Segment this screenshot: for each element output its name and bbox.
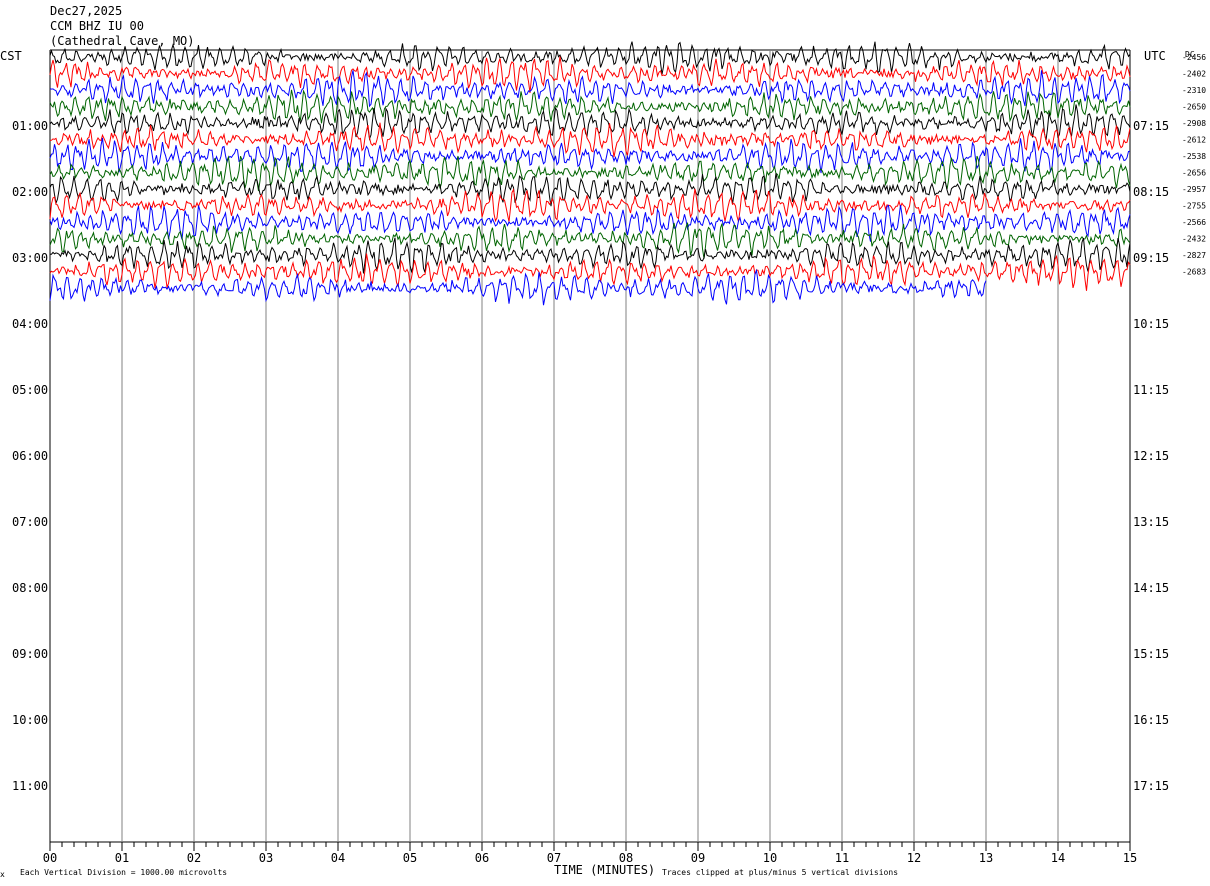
left-hour-label: 02:00 xyxy=(12,185,48,199)
x-tick-label: 01 xyxy=(115,851,129,865)
corner-mark: x xyxy=(0,870,5,879)
date-label: Dec27,2025 xyxy=(50,4,123,18)
seismic-trace xyxy=(49,56,1131,94)
seismic-trace xyxy=(49,104,1131,141)
left-hour-label: 06:00 xyxy=(12,449,48,463)
seismic-trace xyxy=(49,155,1131,192)
x-axis-title: TIME (MINUTES) xyxy=(554,863,656,877)
seismic-trace xyxy=(49,122,1131,158)
dc-offset-label: -2612 xyxy=(1182,136,1206,145)
seismic-trace xyxy=(49,188,1131,223)
right-hour-label: 07:15 xyxy=(1133,119,1169,133)
dc-offset-label: -2957 xyxy=(1182,185,1206,194)
left-hour-label: 03:00 xyxy=(12,251,48,265)
dc-offset-label: -2755 xyxy=(1182,202,1206,211)
x-tick-label: 06 xyxy=(475,851,489,865)
left-hour-label: 11:00 xyxy=(12,779,48,793)
x-tick-label: 05 xyxy=(403,851,417,865)
x-tick-label: 11 xyxy=(835,851,849,865)
clip-note: Traces clipped at plus/minus 5 vertical … xyxy=(662,868,899,877)
right-hour-label: 14:15 xyxy=(1133,581,1169,595)
left-hour-label: 10:00 xyxy=(12,713,48,727)
seismic-trace xyxy=(49,89,1131,124)
left-hour-label: 09:00 xyxy=(12,647,48,661)
seismic-trace xyxy=(49,70,1131,108)
seismic-trace xyxy=(49,222,1131,259)
right-timezone-label: UTC xyxy=(1144,49,1166,63)
right-hour-label: 08:15 xyxy=(1133,185,1169,199)
scale-note: Each Vertical Division = 1000.00 microvo… xyxy=(20,868,228,877)
seismic-trace xyxy=(49,137,1131,174)
right-hour-label: 16:15 xyxy=(1133,713,1169,727)
x-tick-label: 10 xyxy=(763,851,777,865)
seismic-trace xyxy=(49,41,1131,75)
dc-offset-label: -2402 xyxy=(1182,70,1206,79)
dc-offset-label: -2683 xyxy=(1182,268,1206,277)
x-tick-label: 14 xyxy=(1051,851,1065,865)
dc-offset-label: -2656 xyxy=(1182,169,1206,178)
dc-offset-label: -2908 xyxy=(1182,119,1206,128)
dc-header-label: DC xyxy=(1185,50,1195,59)
x-tick-label: 04 xyxy=(331,851,345,865)
dc-offset-label: -2538 xyxy=(1182,152,1206,161)
x-tick-label: 12 xyxy=(907,851,921,865)
dc-offset-label: -2310 xyxy=(1182,86,1206,95)
seismic-trace xyxy=(49,268,987,306)
left-hour-label: 07:00 xyxy=(12,515,48,529)
left-hour-label: 05:00 xyxy=(12,383,48,397)
right-hour-label: 11:15 xyxy=(1133,383,1169,397)
right-hour-label: 12:15 xyxy=(1133,449,1169,463)
seismic-trace xyxy=(49,253,1131,291)
dc-offset-label: -2827 xyxy=(1182,251,1206,260)
left-hour-label: 04:00 xyxy=(12,317,48,331)
right-hour-label: 09:15 xyxy=(1133,251,1169,265)
x-tick-label: 13 xyxy=(979,851,993,865)
x-tick-label: 03 xyxy=(259,851,273,865)
x-tick-label: 09 xyxy=(691,851,705,865)
x-tick-label: 02 xyxy=(187,851,201,865)
left-hour-label: 08:00 xyxy=(12,581,48,595)
dc-offset-label: -2650 xyxy=(1182,103,1206,112)
right-hour-label: 13:15 xyxy=(1133,515,1169,529)
right-hour-label: 10:15 xyxy=(1133,317,1169,331)
left-timezone-label: CST xyxy=(0,49,22,63)
right-hour-label: 15:15 xyxy=(1133,647,1169,661)
right-hour-label: 17:15 xyxy=(1133,779,1169,793)
dc-offset-label: -2566 xyxy=(1182,218,1206,227)
x-tick-label: 07 xyxy=(547,851,561,865)
dc-offset-label: -2432 xyxy=(1182,235,1206,244)
x-tick-label: 08 xyxy=(619,851,633,865)
x-tick-label: 00 xyxy=(43,851,57,865)
station-label: CCM BHZ IU 00 xyxy=(50,19,144,33)
seismic-trace xyxy=(49,204,1131,242)
left-hour-label: 01:00 xyxy=(12,119,48,133)
location-label: (Cathedral Cave, MO) xyxy=(50,34,195,48)
seismic-trace xyxy=(50,237,1131,274)
seismic-trace xyxy=(49,173,1131,207)
dc-offset-label: -2456 xyxy=(1182,53,1206,62)
x-tick-label: 15 xyxy=(1123,851,1137,865)
